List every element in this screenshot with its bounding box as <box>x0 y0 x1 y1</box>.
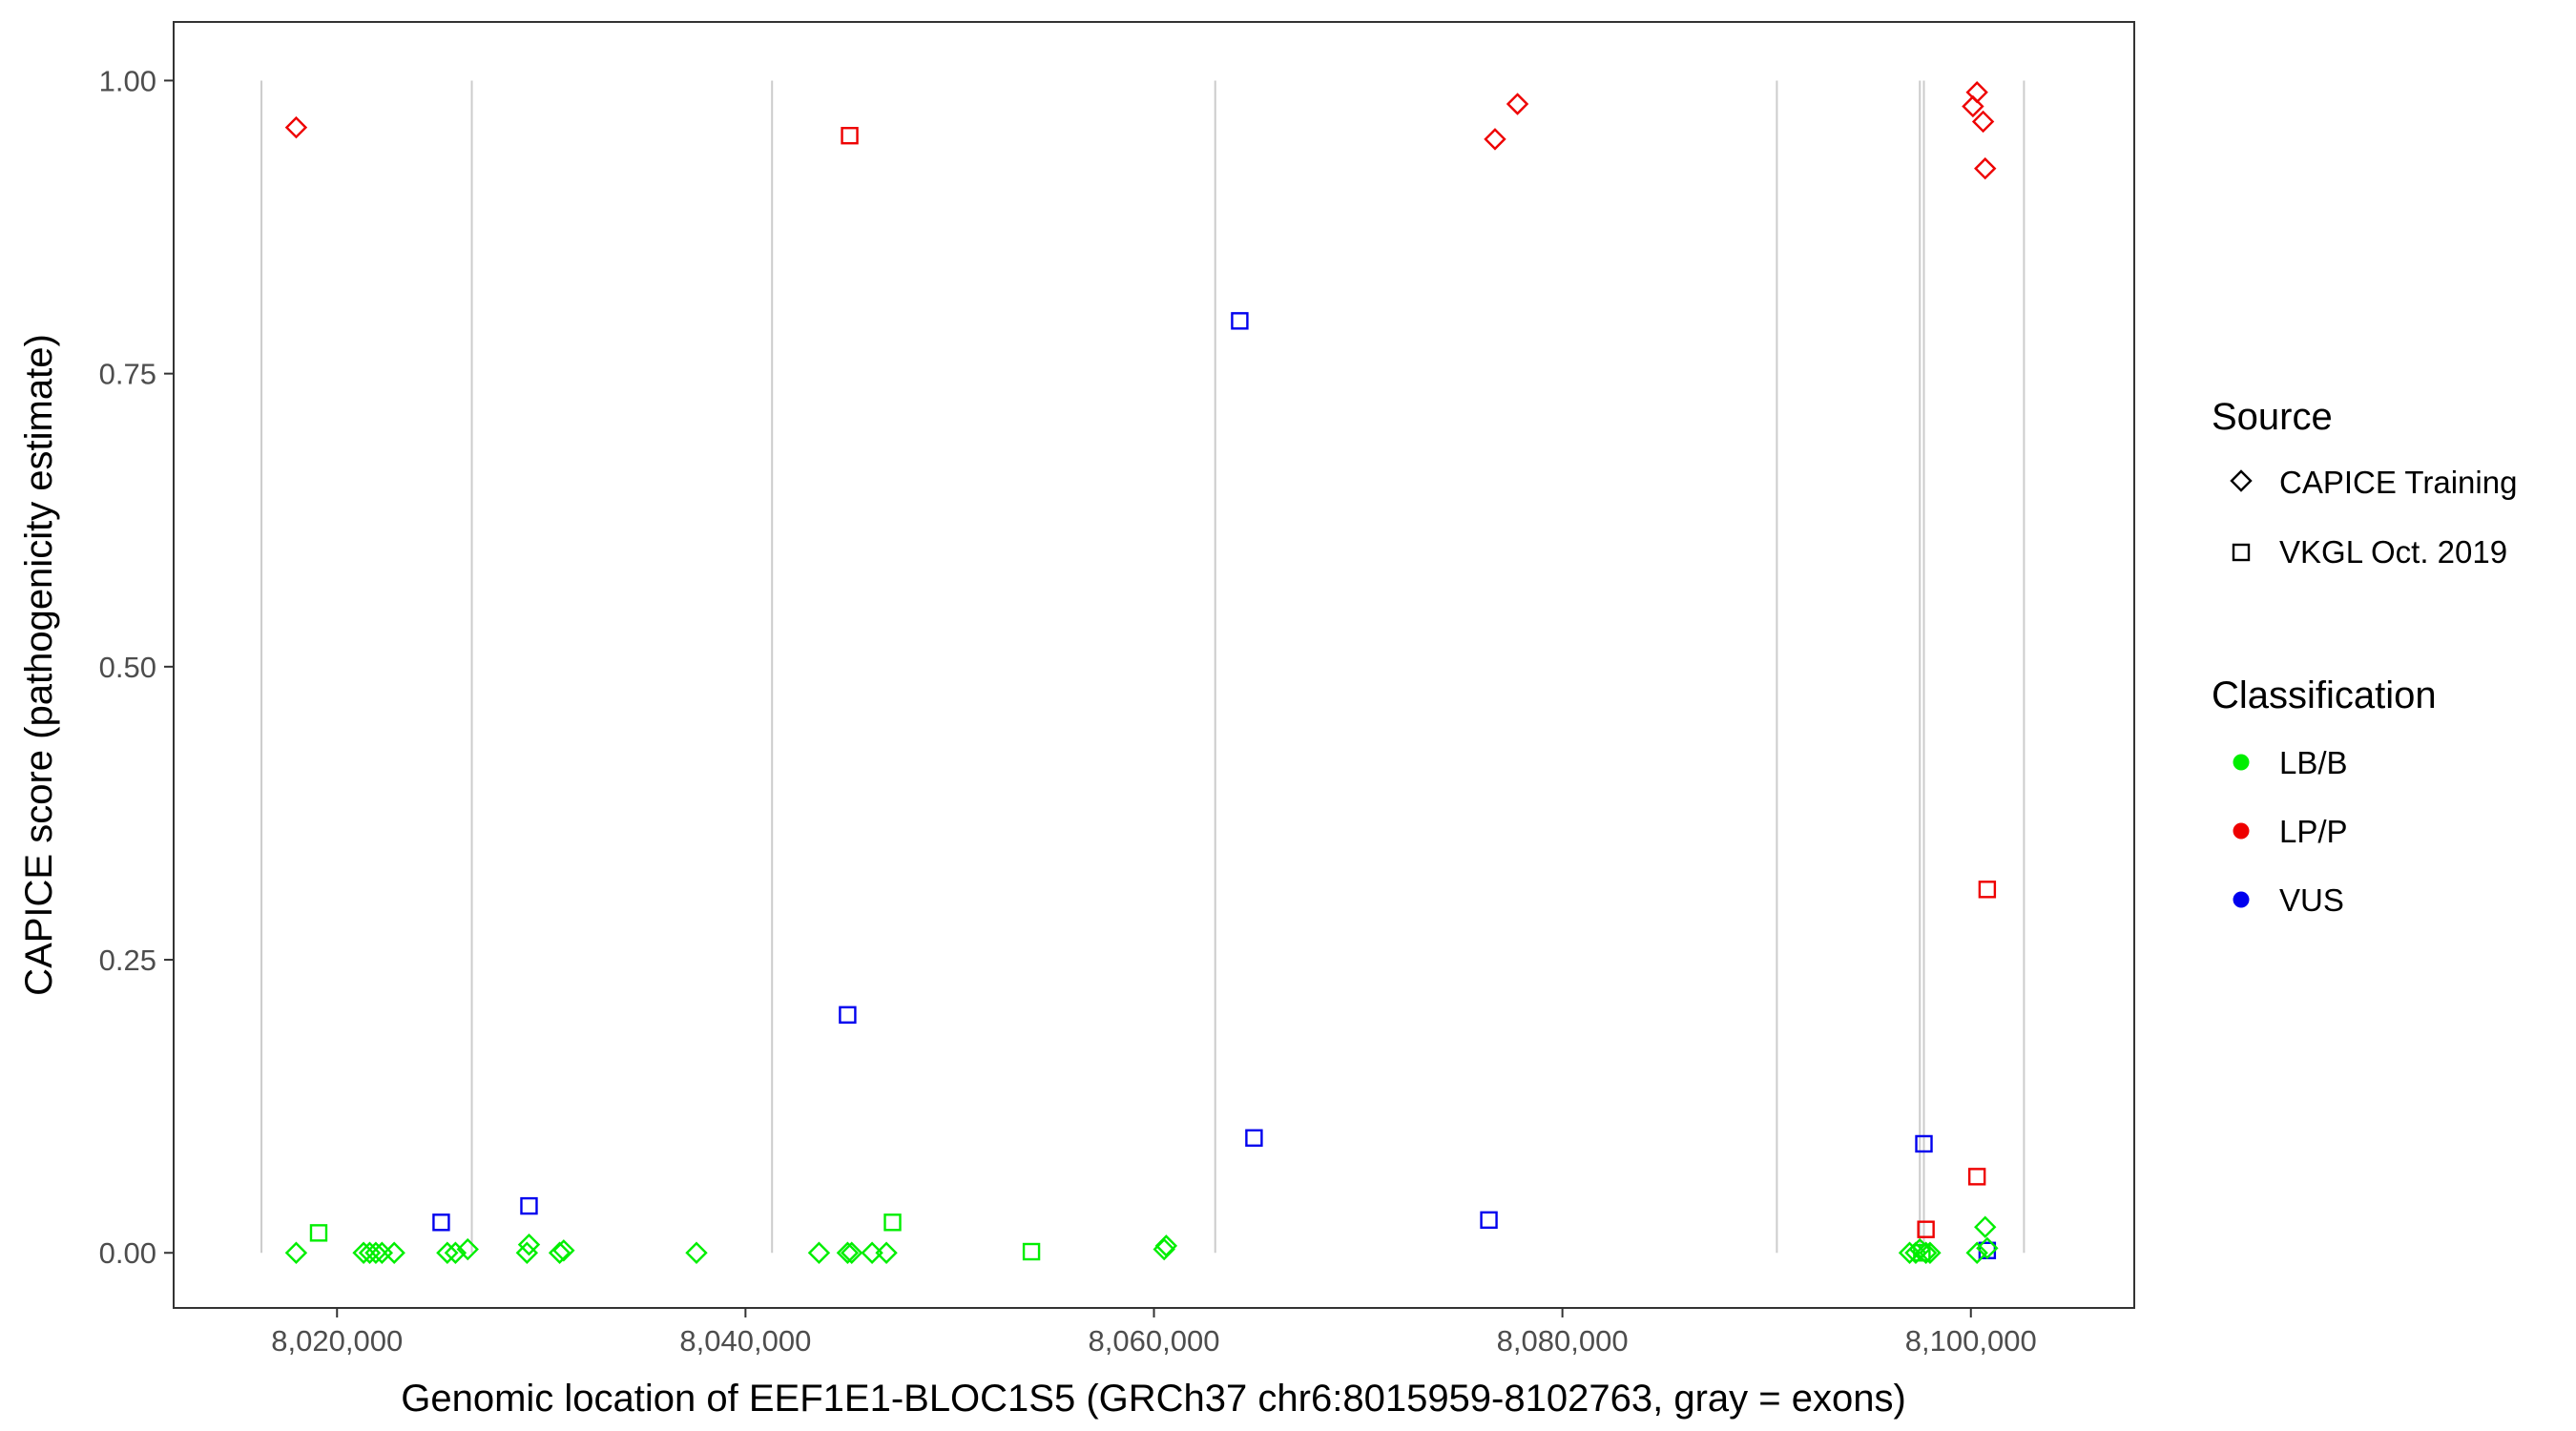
data-point-vkgl-vus <box>839 1006 857 1024</box>
dot-icon <box>2233 754 2250 771</box>
y-tick-label: 0.75 <box>99 358 156 391</box>
data-point-capice-lbb <box>1919 1241 1942 1264</box>
legend-class-label-lpp: LP/P <box>2279 814 2348 849</box>
data-point-vkgl-vus <box>1231 312 1249 330</box>
data-point-capice-lbb <box>552 1239 575 1262</box>
data-point-capice-lbb <box>1154 1234 1178 1257</box>
data-point-capice-lbb <box>1914 1241 1938 1264</box>
data-point-vkgl-vus <box>520 1196 538 1215</box>
data-point-capice-lbb <box>1976 1236 1999 1260</box>
y-tick-label: 1.00 <box>99 64 156 97</box>
legend-entry-lpp: LP/P <box>2233 814 2348 849</box>
dot-icon <box>2233 822 2250 840</box>
data-point-capice-lbb <box>383 1241 405 1264</box>
x-axis-label: Genomic location of EEF1E1-BLOC1S5 (GRCh… <box>401 1378 1906 1420</box>
data-point-capice-lbb <box>875 1241 898 1264</box>
data-point-capice-lbb <box>1965 1241 1988 1264</box>
data-point-vkgl-lpp <box>1967 1168 1986 1186</box>
data-point-vkgl-lpp <box>841 126 859 145</box>
y-tick-label: 0.25 <box>99 944 156 977</box>
y-axis: 0.00 0.25 0.50 0.75 1.00 <box>99 64 174 1270</box>
legend-classification-title: Classification <box>2212 674 2437 716</box>
legend-source-label-vkgl: VKGL Oct. 2019 <box>2279 534 2507 570</box>
data-point-capice-lbb <box>517 1233 541 1256</box>
x-tick-label: 8,100,000 <box>1905 1324 2037 1358</box>
x-axis: 8,020,000 8,040,000 8,060,000 8,080,000 8,10… <box>271 1308 2037 1358</box>
data-point-capice-lbb <box>548 1241 571 1264</box>
data-point-vkgl-vus <box>1245 1129 1263 1148</box>
data-points <box>284 81 1999 1264</box>
square-icon <box>2232 543 2251 562</box>
data-point-capice-lpp <box>1974 156 1997 180</box>
x-tick-label: 8,060,000 <box>1089 1324 1220 1358</box>
legend-class-label-vus: VUS <box>2279 882 2344 918</box>
legend: Source CAPICE Training VKGL Oct. 2019 Cl… <box>2212 396 2517 918</box>
data-point-capice-lbb <box>840 1241 863 1264</box>
data-point-vkgl-lbb <box>1913 1244 1931 1262</box>
data-point-capice-lbb <box>836 1241 860 1264</box>
data-point-vkgl-lpp <box>1978 881 1997 899</box>
data-point-capice-lpp <box>284 115 308 139</box>
exon-lines <box>260 80 2025 1254</box>
data-point-capice-lbb <box>456 1237 479 1261</box>
data-point-capice-lpp <box>1506 93 1529 115</box>
data-point-vkgl-vus <box>432 1213 450 1232</box>
legend-entry-lbb: LB/B <box>2233 745 2348 780</box>
x-tick-label: 8,040,000 <box>679 1324 811 1358</box>
legend-source-title: Source <box>2212 396 2333 438</box>
data-point-vkgl-lbb <box>309 1224 328 1242</box>
data-point-vkgl-lpp <box>1917 1220 1935 1238</box>
legend-entry-vkgl: VKGL Oct. 2019 <box>2232 534 2507 570</box>
legend-entry-vus: VUS <box>2233 882 2344 918</box>
data-point-vkgl-lbb <box>1022 1242 1041 1261</box>
y-tick-label: 0.50 <box>99 651 156 684</box>
data-point-capice-lpp <box>1971 110 1995 134</box>
diamond-icon <box>2230 469 2253 492</box>
data-point-capice-lpp <box>1962 94 1984 118</box>
x-tick-label: 8,080,000 <box>1497 1324 1629 1358</box>
data-point-capice-lbb <box>284 1241 308 1264</box>
data-point-capice-lbb <box>807 1241 831 1264</box>
data-point-capice-lbb <box>436 1241 459 1264</box>
legend-class-label-lbb: LB/B <box>2279 745 2348 780</box>
data-point-capice-lpp <box>1484 128 1506 151</box>
legend-source-label-capice: CAPICE Training <box>2279 465 2517 500</box>
data-point-capice-lbb <box>1974 1215 1997 1238</box>
data-point-vkgl-vus <box>1480 1211 1498 1230</box>
data-point-capice-lbb <box>685 1241 708 1264</box>
data-point-capice-lbb <box>444 1241 467 1264</box>
data-point-capice-lbb <box>364 1241 387 1264</box>
y-tick-label: 0.00 <box>99 1236 156 1270</box>
data-point-vkgl-lbb <box>883 1213 902 1232</box>
data-point-capice-lbb <box>1898 1241 1922 1264</box>
x-tick-label: 8,020,000 <box>271 1324 403 1358</box>
y-axis-label: CAPICE score (pathogenicity estimate) <box>18 334 60 996</box>
dot-icon <box>2233 891 2250 908</box>
legend-entry-capice-training: CAPICE Training <box>2230 465 2517 500</box>
data-point-vkgl-vus <box>1915 1134 1933 1153</box>
